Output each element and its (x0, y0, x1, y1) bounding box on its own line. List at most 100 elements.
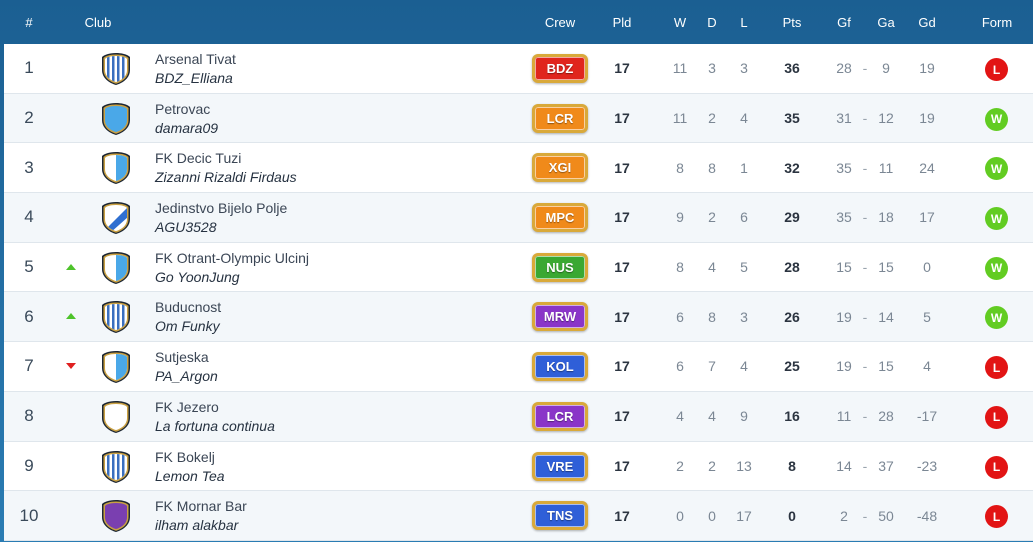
crew-badge[interactable]: BDZ (532, 54, 588, 83)
played: 17 (614, 457, 630, 474)
goal-separator: - (862, 159, 868, 176)
crew-badge[interactable]: MPC (532, 203, 588, 233)
goals-for: 35 (836, 159, 852, 176)
goal-difference: 24 (919, 159, 935, 176)
header-pts[interactable]: Pts (782, 15, 802, 30)
crew-badge[interactable]: VRE (532, 451, 588, 481)
table-row[interactable]: 9 FK Bokelj Lemon Tea VRE 17 2 2 13 8 14… (4, 441, 1033, 492)
goal-difference: -48 (916, 507, 938, 524)
goals-for: 19 (836, 308, 852, 325)
club-info[interactable]: FK Decic Tuzi Zizanni Rizaldi Firdaus (155, 149, 297, 187)
losses: 3 (740, 60, 748, 77)
goals-for: 31 (836, 110, 852, 127)
goal-separator: - (862, 110, 868, 127)
club-owner: La fortuna continua (155, 417, 275, 434)
header-crew[interactable]: Crew (544, 15, 576, 30)
points: 16 (784, 408, 800, 425)
header-club[interactable]: Club (84, 15, 112, 30)
crew-badge[interactable]: XGI (532, 153, 588, 183)
club-info[interactable]: Jedinstvo Bijelo Polje AGU3528 (155, 199, 287, 237)
club-name: FK Otrant-Olympic Ulcinj (155, 249, 310, 266)
draws: 8 (708, 308, 716, 325)
table-row[interactable]: 1 Arsenal Tivat BDZ_Elliana BDZ 17 11 3 … (4, 44, 1033, 94)
goals-for: 14 (836, 457, 852, 474)
wins: 8 (676, 259, 684, 276)
losses: 6 (740, 209, 748, 226)
rank-number: 3 (24, 157, 34, 177)
club-name: FK Jezero (155, 398, 219, 415)
draws: 0 (708, 507, 716, 524)
club-owner: ilham alakbar (155, 517, 239, 534)
crew-badge[interactable]: KOL (532, 352, 588, 382)
club-name: FK Mornar Bar (155, 498, 247, 515)
club-name: Jedinstvo Bijelo Polje (155, 200, 288, 217)
club-owner: BDZ_Elliana (155, 70, 233, 86)
losses: 9 (740, 408, 748, 425)
table-row[interactable]: 2 Petrovac damara09 LCR 17 11 2 4 35 31 … (4, 93, 1033, 144)
goal-difference: 17 (919, 209, 935, 226)
points: 29 (784, 209, 800, 226)
goal-difference: 19 (919, 60, 935, 77)
goals-for: 35 (836, 209, 852, 226)
club-info[interactable]: Sutjeska PA_Argon (155, 348, 218, 386)
header-l[interactable]: L (740, 15, 748, 30)
draws: 7 (708, 358, 716, 375)
losses: 13 (736, 457, 752, 474)
table-row[interactable]: 3 FK Decic Tuzi Zizanni Rizaldi Firdaus … (4, 143, 1033, 194)
table-row[interactable]: 5 FK Otrant-Olympic Ulcinj Go YoonJung N… (4, 242, 1033, 293)
table-row[interactable]: 4 Jedinstvo Bijelo Polje AGU3528 MPC 17 … (4, 193, 1033, 243)
wins: 11 (672, 60, 688, 77)
club-owner: Om Funky (155, 318, 220, 335)
goals-against: 50 (878, 507, 894, 524)
played: 17 (614, 358, 630, 375)
goal-separator: - (862, 60, 868, 77)
club-owner: PA_Argon (155, 368, 218, 385)
crew-badge[interactable]: NUS (532, 252, 588, 282)
losses: 5 (740, 259, 748, 276)
wins: 8 (676, 159, 684, 176)
header-gd[interactable]: Gd (918, 15, 936, 30)
crew-badge[interactable]: LCR (532, 103, 588, 133)
wins: 6 (676, 358, 684, 375)
club-crest-icon (100, 300, 132, 334)
table-row[interactable]: 7 Sutjeska PA_Argon KOL 17 6 7 4 25 19 -… (4, 342, 1033, 392)
header-pld[interactable]: Pld (612, 15, 632, 30)
club-info[interactable]: Petrovac damara09 (155, 100, 218, 138)
goals-for: 28 (836, 60, 852, 77)
points: 25 (784, 358, 800, 375)
club-info[interactable]: FK Jezero La fortuna continua (155, 398, 275, 436)
table-row[interactable]: 10 FK Mornar Bar ilham alakbar TNS 17 0 … (4, 491, 1033, 541)
rank-number: 5 (24, 257, 34, 277)
header-rank[interactable]: # (25, 15, 33, 30)
wins: 11 (672, 110, 688, 127)
played: 17 (614, 259, 630, 276)
rank-number: 7 (24, 356, 34, 376)
goals-for: 2 (840, 507, 848, 524)
club-info[interactable]: FK Otrant-Olympic Ulcinj Go YoonJung (155, 249, 309, 287)
header-w[interactable]: W (673, 15, 687, 30)
club-info[interactable]: FK Mornar Bar ilham alakbar (155, 497, 247, 535)
rank-number: 4 (24, 207, 34, 227)
header-d[interactable]: D (707, 15, 717, 30)
goal-difference: 0 (923, 259, 931, 276)
header-form[interactable]: Form (981, 15, 1013, 30)
table-row[interactable]: 8 FK Jezero La fortuna continua LCR 17 4… (4, 391, 1033, 442)
crew-badge[interactable]: MRW (532, 302, 588, 332)
goals-against: 12 (878, 110, 894, 127)
club-name: FK Decic Tuzi (155, 150, 242, 167)
wins: 4 (676, 408, 684, 425)
table-row[interactable]: 6 Buducnost Om Funky MRW 17 6 8 3 26 19 … (4, 292, 1033, 343)
rank-number: 1 (24, 58, 34, 78)
header-gf[interactable]: Gf (837, 15, 851, 30)
rank-up-arrow-icon (66, 263, 76, 270)
club-info[interactable]: FK Bokelj Lemon Tea (155, 448, 225, 486)
rank-down-arrow-icon (66, 363, 76, 370)
header-ga[interactable]: Ga (877, 15, 895, 30)
points: 35 (784, 110, 800, 127)
club-crest-icon (100, 499, 132, 533)
crew-badge[interactable]: LCR (532, 401, 588, 431)
crew-badge[interactable]: TNS (532, 501, 588, 531)
club-info[interactable]: Arsenal Tivat BDZ_Elliana (155, 50, 236, 88)
club-info[interactable]: Buducnost Om Funky (155, 298, 221, 336)
goal-difference: -17 (916, 408, 938, 425)
